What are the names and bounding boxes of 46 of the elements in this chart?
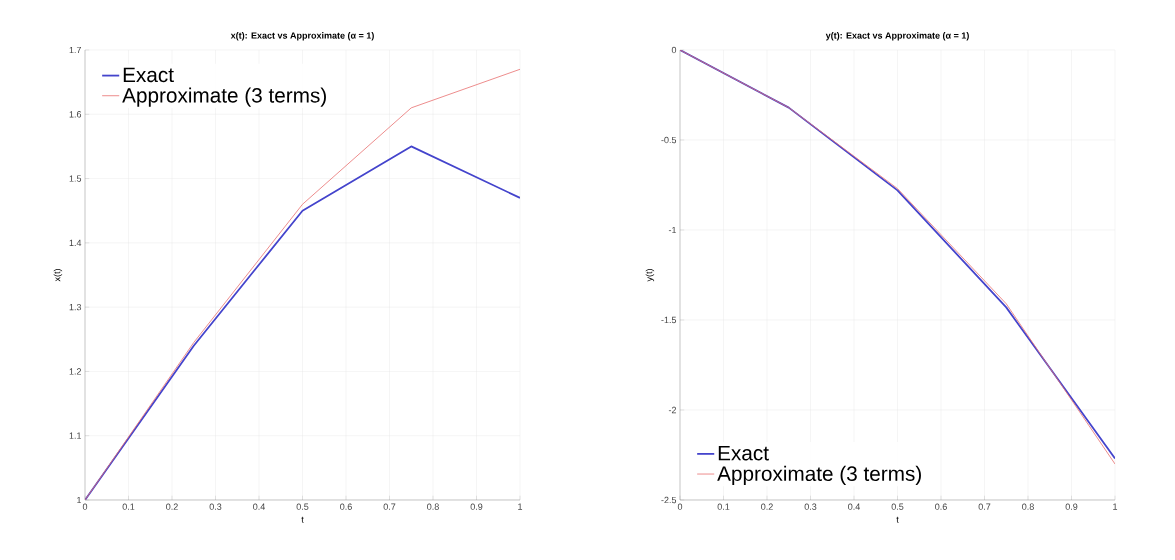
y-tick-label: 1.2 <box>69 368 82 375</box>
legend-label: Approximate (3 terms) <box>122 87 326 107</box>
x-tick-label: 1 <box>518 503 523 510</box>
x-tick-label: 1 <box>1113 503 1118 510</box>
x-tick-label: 0.2 <box>166 503 178 510</box>
x-tick-label: 0.9 <box>470 503 483 510</box>
y-tick-label: 1.5 <box>69 175 82 182</box>
x-tick-label: 0.6 <box>935 503 947 510</box>
x-tick-label: 0.2 <box>761 503 773 510</box>
y-tick-label: -2.5 <box>661 496 677 504</box>
legend-label: Approximate (3 terms) <box>717 465 921 486</box>
x-tick-label: 0.5 <box>296 503 309 510</box>
y-tick-label: -1.5 <box>661 316 677 324</box>
y-axis-title: y(t) <box>645 269 655 282</box>
x-tick-label: 0.7 <box>383 503 396 510</box>
chart-title: y(t): Exact vs Approximate (α = 1) <box>825 32 969 41</box>
x-tick-label: 0.3 <box>804 503 817 510</box>
x-tick-label: 0.4 <box>253 503 265 510</box>
x-tick-label: 0.8 <box>427 503 439 510</box>
legend-label: Exact <box>718 446 769 461</box>
x-tick-label: 0.8 <box>1022 503 1034 510</box>
y-axis-title: x(t) <box>53 269 63 282</box>
y-tick-label: 1.4 <box>69 239 82 246</box>
y-tick-label: 1.7 <box>69 46 82 54</box>
y-tick-label: -0.5 <box>661 136 677 144</box>
x-tick-label: 0.6 <box>340 503 352 510</box>
x-tick-label: 0.7 <box>978 503 991 510</box>
x-tick-label: 0.1 <box>717 503 730 510</box>
x-tick-label: 0.4 <box>848 503 860 510</box>
y-tick-label: 0 <box>671 46 677 54</box>
y-tick-label: -1 <box>668 226 677 234</box>
x-axis-title: t <box>301 516 304 523</box>
legend-label: Exact <box>123 67 174 83</box>
x-axis-title: t <box>896 516 899 523</box>
chart-title: x(t): Exact vs Approximate (α = 1) <box>230 32 374 41</box>
x-tick-label: 0.3 <box>209 503 222 510</box>
y-tick-label: 1 <box>77 496 82 504</box>
x-tick-label: 0 <box>677 503 683 510</box>
x-tick-label: 0.9 <box>1065 503 1078 510</box>
x-tick-label: 0 <box>82 503 88 510</box>
y-tick-label: 1.6 <box>69 111 82 118</box>
y-tick-label: 1.1 <box>69 432 82 439</box>
x-tick-label: 0.5 <box>891 503 904 510</box>
y-tick-label: 1.3 <box>69 303 82 311</box>
y-tick-label: -2 <box>668 406 677 414</box>
x-tick-label: 0.1 <box>122 503 135 510</box>
